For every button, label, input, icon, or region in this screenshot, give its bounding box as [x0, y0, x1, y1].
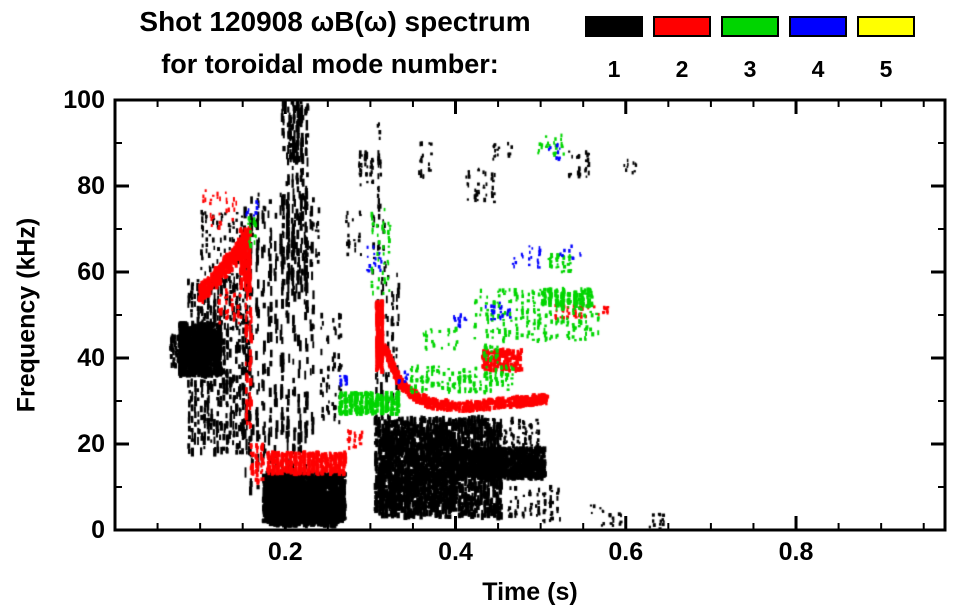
y-tick-label-100: 100 — [63, 86, 105, 114]
x-tick-label-0.2: 0.2 — [267, 538, 303, 566]
y-tick-label-40: 40 — [77, 344, 105, 372]
legend-label-mode-1: 1 — [607, 56, 621, 82]
legend-swatch-mode-1 — [585, 16, 643, 37]
legend-swatch-mode-3 — [721, 16, 779, 37]
mode-number-legend: 1 2 3 4 5 — [585, 16, 930, 91]
x-tick-label-0.4: 0.4 — [438, 538, 473, 566]
legend-label-mode-3: 3 — [743, 56, 757, 82]
y-tick-label-80: 80 — [77, 172, 105, 200]
y-tick-label-0: 0 — [91, 516, 105, 544]
legend-swatch-mode-5 — [857, 16, 915, 37]
x-tick-label-0.6: 0.6 — [608, 538, 644, 566]
spectrogram-canvas — [115, 100, 945, 530]
legend-label-mode-2: 2 — [675, 56, 689, 82]
legend-swatch-mode-2 — [653, 16, 711, 37]
plot-title-line1: Shot 120908 ωB(ω) spectrum — [139, 6, 531, 37]
y-tick-label-20: 20 — [77, 430, 105, 458]
x-tick-label-0.8: 0.8 — [778, 538, 814, 566]
legend-swatch-mode-4 — [789, 16, 847, 37]
y-tick-label-60: 60 — [77, 258, 105, 286]
y-axis-label: Frequency (kHz) — [12, 217, 41, 413]
x-axis-label: Time (s) — [482, 578, 578, 606]
legend-label-mode-5: 5 — [879, 56, 893, 82]
legend-label-mode-4: 4 — [811, 56, 825, 82]
plot-title-line2: for toroidal mode number: — [161, 49, 499, 79]
